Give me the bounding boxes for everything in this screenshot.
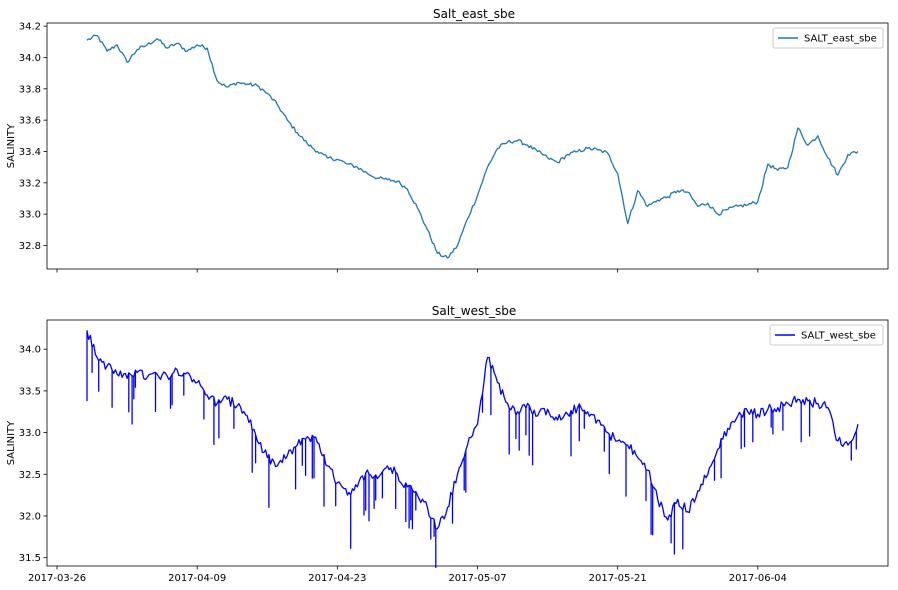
y-tick-label: 31.5 bbox=[19, 553, 41, 564]
y-tick-label: 34.2 bbox=[19, 22, 41, 33]
x-tick-label: 2017-06-04 bbox=[729, 573, 787, 584]
legend-box-east bbox=[772, 27, 884, 49]
series-east bbox=[86, 34, 859, 259]
legend-east: SALT_east_sbe bbox=[772, 27, 884, 49]
series-line-SALT_west_sbe bbox=[86, 330, 859, 569]
x-tick-label: 2017-05-07 bbox=[448, 573, 506, 584]
y-tick-label: 32.5 bbox=[19, 470, 41, 481]
x-tick-label: 2017-03-26 bbox=[28, 573, 86, 584]
chart-title-west: Salt_west_sbe bbox=[432, 304, 516, 318]
y-axis-label-west: SALINITY bbox=[6, 420, 17, 465]
chart-panel-west: Salt_west_sbe SALINITY 31.532.032.533.03… bbox=[6, 304, 889, 584]
legend-label-east: SALT_east_sbe bbox=[804, 34, 877, 45]
y-tick-label: 33.0 bbox=[19, 428, 41, 439]
y-tick-label: 33.6 bbox=[19, 116, 41, 127]
y-tick-label: 32.0 bbox=[19, 511, 41, 522]
x-tick-label: 2017-05-21 bbox=[589, 573, 647, 584]
x-ticks-east bbox=[56, 269, 759, 273]
y-tick-label: 34.0 bbox=[19, 345, 41, 356]
x-tick-label: 2017-04-23 bbox=[308, 573, 366, 584]
legend-west: SALT_west_sbe bbox=[769, 324, 884, 346]
y-axis-label-east: SALINITY bbox=[6, 123, 17, 168]
y-ticks-east: 32.8 33.0 33.2 33.4 33.6 33.8 34.0 34.2 bbox=[19, 22, 47, 252]
y-tick-label: 33.2 bbox=[19, 178, 41, 189]
legend-box-west bbox=[769, 324, 884, 346]
series-line-SALT_east_sbe bbox=[86, 34, 859, 259]
plot-area-east bbox=[46, 22, 889, 270]
chart-panel-east: Salt_east_sbe SALINITY 32.833.033.233.43… bbox=[6, 7, 889, 273]
x-tick-label: 2017-04-09 bbox=[168, 573, 226, 584]
legend-label-west: SALT_west_sbe bbox=[801, 331, 876, 342]
y-tick-label: 33.0 bbox=[19, 210, 41, 221]
y-tick-label: 34.0 bbox=[19, 53, 41, 64]
y-tick-label: 32.8 bbox=[19, 241, 41, 252]
y-ticks-west: 31.5 32.0 32.5 33.0 33.5 34.0 bbox=[19, 345, 47, 564]
y-tick-label: 33.5 bbox=[19, 386, 41, 397]
series-west bbox=[86, 330, 859, 569]
y-tick-label: 33.8 bbox=[19, 84, 41, 95]
x-ticks-west: 2017-03-26 2017-04-09 2017-04-23 2017-05-07… bbox=[28, 566, 787, 584]
chart-title-east: Salt_east_sbe bbox=[433, 7, 515, 21]
y-tick-label: 33.4 bbox=[19, 147, 41, 158]
